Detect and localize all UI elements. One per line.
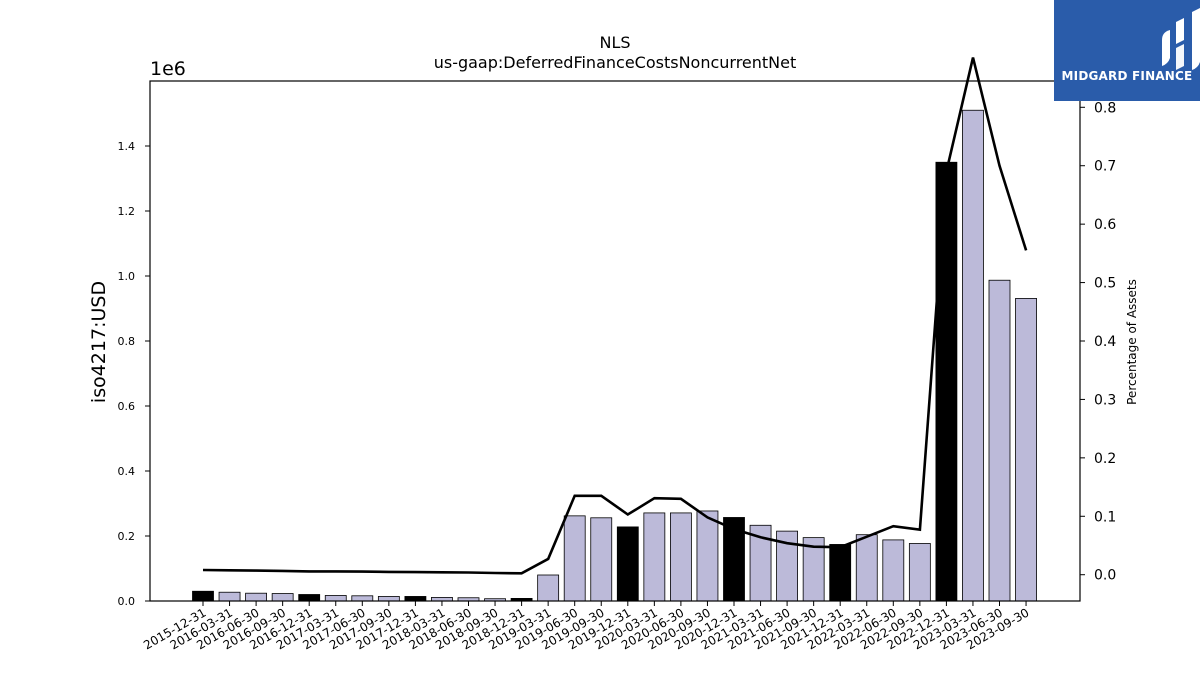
y2-tick-label: 0.6	[1094, 217, 1116, 233]
y2-tick-label: 0.0	[1094, 568, 1116, 584]
bar	[298, 594, 321, 602]
y-tick-label: 0.6	[118, 400, 136, 413]
plot-frame	[149, 80, 1081, 602]
y-axis-label: iso4217:USD	[88, 281, 110, 403]
bar	[192, 590, 214, 602]
y-tick-label: 1.0	[118, 270, 136, 283]
y2-axis-label: Percentage of Assets	[1125, 279, 1139, 405]
midgard-finance-logo: MIDGARD FINANCE	[1054, 0, 1200, 101]
midgard-logo-icon	[1162, 8, 1200, 70]
bar	[271, 593, 294, 602]
bar	[908, 543, 931, 602]
bar	[962, 109, 984, 602]
y2-tick-label: 0.7	[1094, 159, 1116, 175]
bar	[829, 544, 852, 602]
y2-tick-label: 0.8	[1094, 100, 1116, 116]
bar	[988, 279, 1011, 602]
bar	[643, 512, 666, 602]
bar	[590, 517, 613, 602]
y-tick-label: 0.8	[118, 335, 136, 348]
y-tick-label: 1.2	[118, 205, 136, 218]
bar	[563, 515, 586, 602]
bar	[935, 161, 958, 602]
bar	[1015, 298, 1037, 602]
bar	[351, 595, 374, 602]
bar	[245, 592, 268, 602]
y2-tick-label: 0.5	[1094, 276, 1116, 292]
y-tick-label: 1.4	[118, 140, 136, 153]
y-offset-label: 1e6	[150, 58, 186, 80]
bar	[670, 512, 692, 602]
bar	[377, 596, 400, 602]
chart-subtitle: us-gaap:DeferredFinanceCostsNoncurrentNe…	[434, 53, 797, 72]
y-tick-label: 0.2	[118, 530, 136, 543]
bar	[324, 595, 347, 602]
bar	[404, 596, 427, 602]
percentage-line	[202, 57, 1028, 575]
bar	[537, 574, 560, 602]
y2-tick-label: 0.1	[1094, 509, 1116, 525]
logo-text: MIDGARD FINANCE	[1061, 69, 1193, 83]
chart-title: NLS	[599, 33, 630, 52]
y-tick-label: 0.0	[118, 595, 136, 608]
bar	[218, 591, 241, 602]
bar	[855, 534, 878, 602]
y-tick-label: 0.4	[118, 465, 136, 478]
bar	[616, 526, 639, 602]
bar	[696, 510, 719, 602]
y2-tick-label: 0.4	[1094, 334, 1116, 350]
y2-tick-label: 0.3	[1094, 392, 1116, 408]
bar	[882, 539, 905, 602]
y2-tick-label: 0.2	[1094, 451, 1116, 467]
